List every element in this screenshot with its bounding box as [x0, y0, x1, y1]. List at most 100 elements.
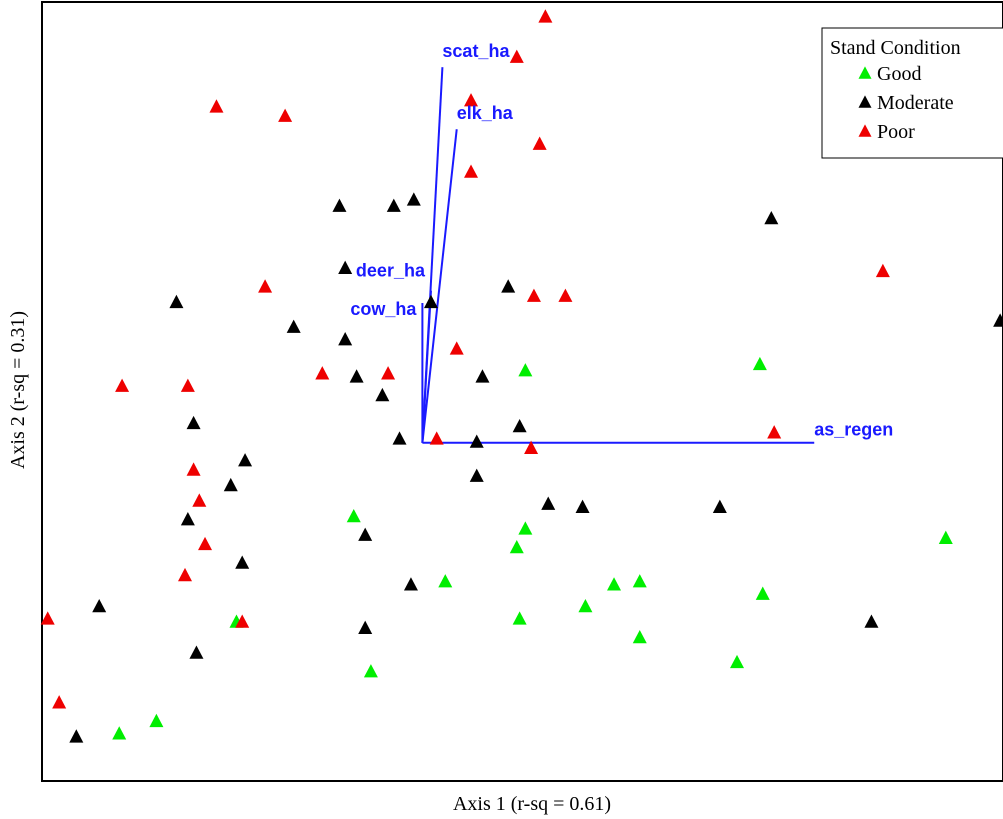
point-good	[346, 508, 361, 523]
legend-box	[821, 27, 1003, 159]
vector-deer-ha	[421, 290, 432, 443]
point-poor	[464, 93, 479, 107]
point-moderate	[338, 260, 353, 274]
point-poor	[429, 431, 444, 445]
point-poor	[52, 695, 67, 709]
point-poor	[532, 136, 547, 150]
point-moderate	[469, 468, 484, 482]
point-poor	[278, 108, 293, 122]
point-poor	[875, 263, 890, 278]
biplot-vectors	[421, 67, 815, 444]
legend-title: Stand Condition	[830, 37, 961, 59]
point-moderate	[286, 319, 301, 333]
point-moderate	[764, 211, 779, 225]
point-moderate	[392, 431, 407, 445]
point-good	[938, 530, 953, 544]
point-moderate	[712, 499, 727, 513]
legend-marker-moderate	[858, 95, 872, 108]
point-moderate	[235, 555, 250, 569]
point-good	[578, 598, 593, 613]
point-good	[755, 586, 770, 600]
point-poor	[115, 378, 130, 392]
point-moderate	[864, 614, 879, 628]
point-poor	[767, 425, 782, 439]
point-good	[512, 611, 527, 625]
point-good	[607, 577, 622, 591]
point-moderate	[475, 369, 490, 383]
point-good	[752, 356, 767, 371]
point-moderate	[223, 477, 238, 492]
point-good	[509, 539, 524, 554]
point-good	[363, 664, 378, 678]
point-moderate	[92, 598, 107, 613]
point-moderate	[403, 577, 418, 591]
point-good	[438, 574, 453, 588]
point-poor	[315, 366, 330, 380]
vector-label-elk-ha: elk_ha	[457, 103, 514, 123]
point-poor	[381, 366, 396, 380]
point-moderate	[375, 387, 390, 402]
point-poor	[524, 440, 539, 454]
point-poor	[558, 288, 573, 302]
point-moderate	[186, 415, 201, 430]
point-moderate	[993, 313, 1003, 327]
x-axis-title: Axis 1 (r-sq = 0.61)	[453, 793, 611, 815]
point-moderate	[69, 729, 84, 743]
legend-label-moderate: Moderate	[877, 92, 954, 114]
point-good	[730, 654, 745, 669]
point-poor	[40, 611, 55, 625]
legend-item-good: Good	[858, 63, 921, 85]
point-poor	[258, 279, 273, 293]
point-poor	[449, 341, 464, 355]
vector-labels: scat_ha elk_ha deer_ha cow_ha as_regen	[350, 41, 893, 440]
legend: Stand Condition Good Moderate Poor	[821, 27, 1003, 159]
point-moderate	[512, 418, 527, 433]
point-poor	[235, 614, 250, 628]
point-moderate	[189, 645, 204, 659]
point-poor	[209, 99, 224, 113]
point-good	[149, 713, 164, 728]
point-good	[632, 574, 647, 588]
legend-label-poor: Poor	[877, 121, 915, 143]
point-poor	[464, 164, 479, 178]
vector-label-cow-ha: cow_ha	[350, 299, 417, 319]
vector-label-as-regen: as_regen	[814, 420, 893, 440]
data-points	[40, 9, 1003, 743]
vector-label-scat-ha: scat_ha	[442, 41, 510, 61]
point-good	[518, 521, 533, 535]
point-moderate	[469, 434, 484, 448]
point-moderate	[169, 294, 184, 309]
point-poor	[186, 462, 201, 476]
point-moderate	[338, 332, 353, 346]
point-moderate	[358, 527, 373, 541]
point-good	[632, 629, 647, 644]
point-moderate	[423, 294, 438, 309]
point-moderate	[180, 512, 195, 526]
point-moderate	[406, 192, 421, 206]
legend-item-moderate: Moderate	[858, 92, 954, 114]
point-poor	[538, 9, 553, 23]
plot-area-frame	[41, 1, 1003, 782]
point-poor	[198, 536, 213, 551]
legend-label-good: Good	[877, 63, 921, 85]
legend-item-poor: Poor	[858, 121, 915, 143]
point-poor	[509, 49, 524, 63]
point-moderate	[238, 453, 253, 467]
point-moderate	[386, 198, 401, 212]
point-poor	[180, 378, 195, 392]
point-good	[112, 726, 127, 740]
legend-items: Good Moderate Poor	[858, 63, 954, 143]
point-poor	[192, 493, 207, 507]
point-moderate	[541, 496, 556, 510]
legend-marker-good	[858, 66, 872, 79]
vector-label-deer-ha: deer_ha	[356, 261, 426, 281]
point-moderate	[332, 198, 347, 212]
y-axis-title: Axis 2 (r-sq = 0.31)	[7, 311, 29, 469]
legend-marker-poor	[858, 124, 872, 137]
point-moderate	[501, 279, 516, 293]
vector-elk-ha	[421, 129, 458, 443]
point-moderate	[575, 499, 590, 513]
point-poor	[178, 567, 193, 582]
point-poor	[526, 288, 541, 302]
